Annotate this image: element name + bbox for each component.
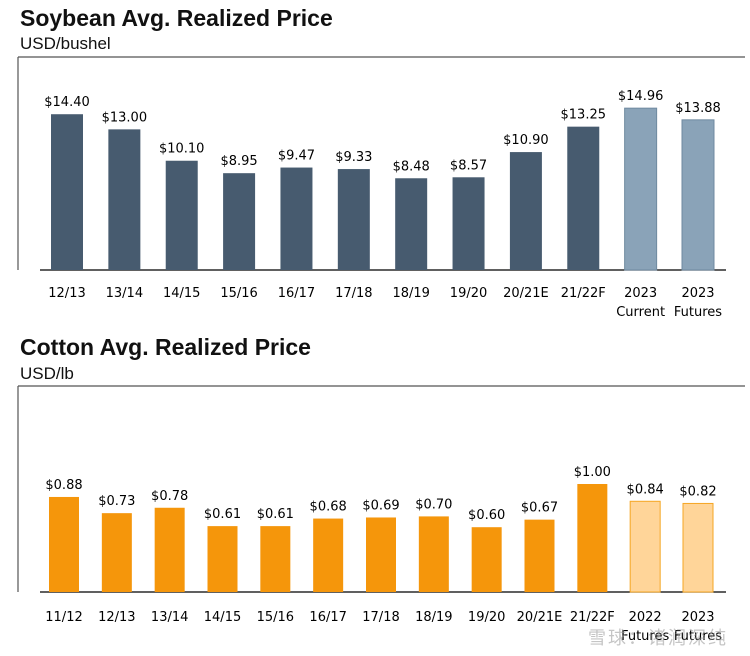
cotton-tick-label: 18/19: [415, 610, 452, 625]
soybean-bar: [337, 169, 370, 270]
cotton-value-label: $0.88: [45, 478, 82, 493]
cotton-value-label: $1.00: [574, 465, 611, 480]
cotton-value-label: $0.61: [204, 507, 241, 522]
cotton-bar: [101, 513, 132, 592]
soybean-value-label: $14.96: [618, 89, 664, 104]
cotton-value-label: $0.82: [679, 484, 716, 499]
soybean-chart-unit: USD/bushel: [20, 34, 111, 53]
cotton-tick-label: 12/13: [98, 610, 135, 625]
soybean-tick-label: 18/19: [392, 286, 429, 301]
cotton-bar: [682, 502, 714, 593]
cotton-value-label: $0.67: [521, 501, 558, 516]
soybean-bar: [165, 160, 198, 270]
soybean-tick-label: 15/16: [220, 286, 257, 301]
cotton-tick-label: 17/18: [362, 610, 399, 625]
soybean-value-label: $10.90: [503, 133, 549, 148]
cotton-tick-label: 11/12: [45, 610, 82, 625]
cotton-tick-label: 2023: [681, 610, 714, 625]
soybean-value-label: $10.10: [159, 142, 205, 157]
soybean-value-label: $8.95: [220, 154, 257, 169]
soybean-bar: [280, 167, 313, 270]
cotton-tick-label: 15/16: [257, 610, 294, 625]
cotton-tick-label: 21/22F: [570, 610, 615, 625]
cotton-tick-sublabel: Futures: [621, 629, 669, 644]
soybean-bar: [567, 126, 600, 270]
soybean-value-label: $9.47: [278, 149, 315, 164]
soybean-tick-label: 2023: [624, 286, 657, 301]
soybean-bar: [452, 177, 485, 270]
soybean-bar: [108, 129, 141, 270]
soybean-value-label: $13.25: [561, 108, 607, 123]
cotton-tick-sublabel: Futures: [674, 629, 722, 644]
soybean-bar: [51, 114, 83, 270]
soybean-tick-sublabel: Current: [616, 305, 665, 320]
soybean-tick-label: 19/20: [450, 286, 487, 301]
cotton-tick-label: 19/20: [468, 610, 505, 625]
cotton-tick-label: 16/17: [309, 610, 346, 625]
soybean-tick-label: 16/17: [278, 286, 315, 301]
soybean-tick-label: 17/18: [335, 286, 372, 301]
cotton-bar: [154, 507, 185, 592]
cotton-bar: [313, 518, 344, 592]
soybean-bar: [223, 173, 256, 270]
soybean-bar: [509, 152, 542, 270]
watermark: 雪球：诸润深纯: [588, 628, 728, 649]
soybean-tick-label: 14/15: [163, 286, 200, 301]
cotton-value-label: $0.84: [627, 482, 664, 497]
soybean-tick-label: 2023: [681, 286, 714, 301]
cotton-bar: [629, 500, 661, 593]
soybean-bar: [681, 119, 715, 271]
soybean-tick-label: 20/21E: [503, 286, 549, 301]
cotton-value-label: $0.70: [415, 497, 452, 512]
soybean-tick-label: 13/14: [106, 286, 143, 301]
cotton-value-label: $0.73: [98, 494, 135, 509]
cotton-value-label: $0.60: [468, 508, 505, 523]
soybean-bar: [395, 178, 428, 270]
soybean-value-label: $13.00: [102, 110, 148, 125]
soybean-chart-title: Soybean Avg. Realized Price: [20, 5, 333, 31]
cotton-chart-unit: USD/lb: [20, 364, 74, 383]
cotton-bar: [577, 484, 608, 592]
cotton-chart-title: Cotton Avg. Realized Price: [20, 334, 311, 360]
cotton-bar: [366, 517, 396, 592]
cotton-tick-label: 2022: [629, 610, 662, 625]
soybean-value-label: $9.33: [335, 150, 372, 165]
soybean-value-label: $8.48: [393, 159, 430, 174]
cotton-bar: [471, 527, 502, 592]
cotton-value-label: $0.61: [257, 507, 294, 522]
cotton-tick-label: 13/14: [151, 610, 188, 625]
cotton-value-label: $0.69: [362, 498, 399, 513]
soybean-tick-label: 21/22F: [561, 286, 606, 301]
cotton-bar: [418, 516, 449, 592]
soybean-tick-sublabel: Futures: [674, 305, 722, 320]
cotton-tick-label: 14/15: [204, 610, 241, 625]
cotton-bar: [49, 496, 79, 592]
soybean-value-label: $8.57: [450, 158, 487, 173]
soybean-value-label: $13.88: [675, 101, 721, 116]
cotton-value-label: $0.68: [310, 500, 347, 515]
cotton-tick-label: 20/21E: [517, 610, 563, 625]
cotton-bar: [260, 526, 291, 592]
cotton-value-label: $0.78: [151, 489, 188, 504]
soybean-tick-label: 12/13: [48, 286, 85, 301]
soybean-bar: [624, 107, 658, 271]
cotton-bar: [207, 526, 238, 592]
cotton-bar: [524, 519, 555, 592]
soybean-value-label: $14.40: [44, 95, 90, 110]
soybean-price-chart: $14.40 12/13 $13.00 13/14 $10.10 14/15 $8.95 15…: [17, 56, 745, 320]
